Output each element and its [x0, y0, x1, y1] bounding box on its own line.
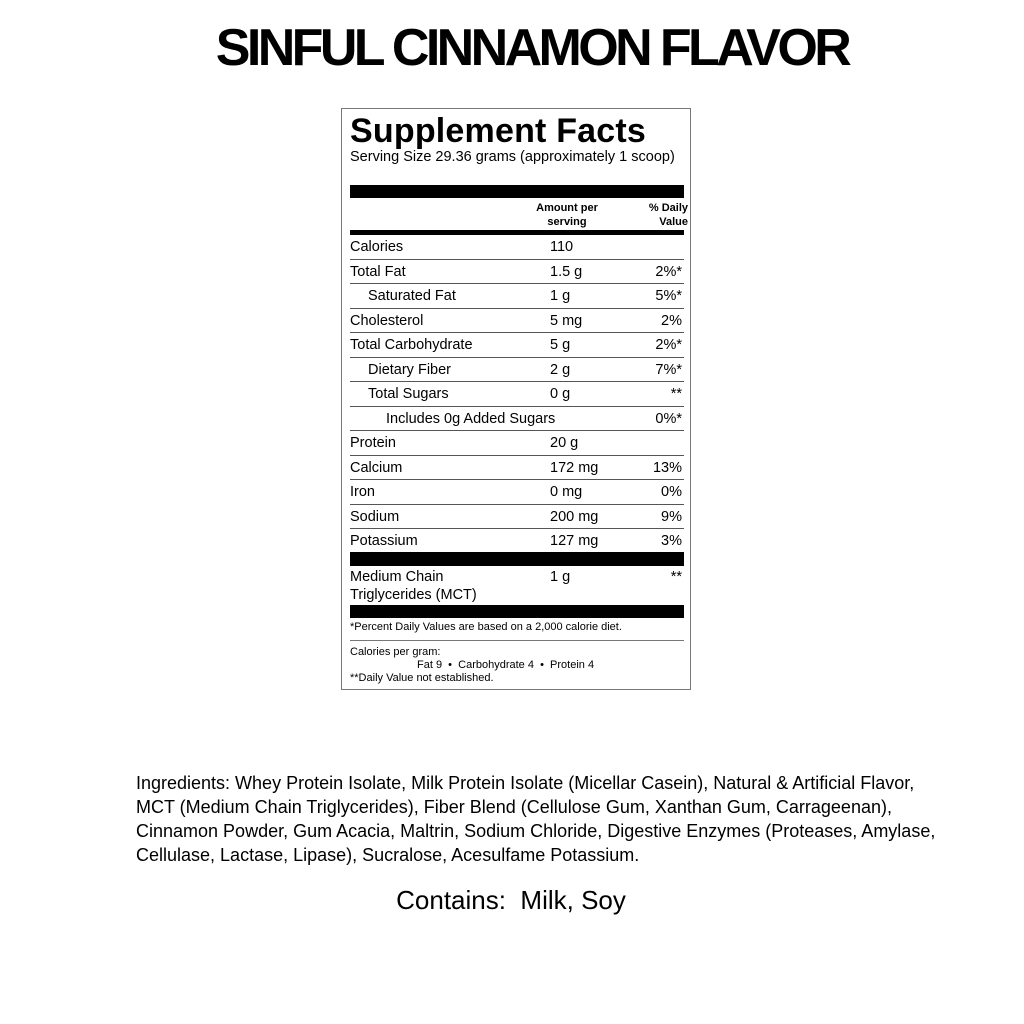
divider-line [350, 640, 684, 641]
nutrient-row: Calcium 172 mg 13% [350, 456, 684, 480]
divider-bar [350, 605, 684, 618]
nutrient-amount: 0 g [550, 386, 571, 402]
nutrient-daily-value: 2%* [655, 263, 682, 280]
column-header-daily-value: % Daily Value [648, 202, 688, 228]
nutrient-name: Includes 0g Added Sugars [386, 410, 556, 427]
allergen-statement: Contains: Milk, Soy [396, 885, 626, 915]
supplement-facts-panel: Supplement Facts Serving Size 29.36 gram… [341, 108, 691, 690]
daily-value-note: **Daily Value not established. [350, 672, 494, 684]
nutrient-amount: 5 g [550, 337, 571, 353]
nutrient-row: Total Carbohydrate 5 g 2%* [350, 333, 684, 358]
nutrient-amount: 5 mg [550, 312, 583, 329]
nutrient-amount: 1.5 g [550, 263, 583, 280]
divider-bar [350, 185, 684, 198]
nutrient-amount: 200 mg [550, 508, 599, 525]
nutrient-daily-value: ** [670, 386, 682, 402]
nutrient-row: Saturated Fat 1 g 5%* [350, 284, 684, 309]
nutrient-row: Total Fat 1.5 g 2%* [350, 260, 684, 284]
footnote: *Percent Daily Values are based on a 2,0… [350, 621, 622, 633]
nutrient-daily-value: 2% [661, 312, 682, 329]
nutrient-daily-value: 13% [652, 459, 682, 476]
mct-amount: 1 g [550, 569, 571, 585]
serving-size: Serving Size 29.36 grams (approximately … [350, 149, 675, 165]
nutrient-daily-value: 3% [661, 533, 682, 549]
nutrient-amount: 1 g [550, 288, 571, 304]
nutrient-name: Calcium [350, 459, 403, 476]
nutrient-amount: 110 [550, 239, 574, 255]
nutrient-name: Iron [350, 484, 375, 500]
calories-per-gram: Fat 9 • Carbohydrate 4 • Protein 4 [417, 659, 595, 671]
nutrient-row: Cholesterol 5 mg 2% [350, 309, 684, 333]
nutrient-name: Dietary Fiber [368, 361, 451, 378]
nutrient-amount: 20 g [550, 435, 579, 451]
nutrient-amount: 172 mg [550, 459, 599, 476]
nutrient-row: Potassium 127 mg 3% [350, 529, 684, 554]
nutrient-daily-value: 0%* [655, 410, 682, 427]
nutrient-daily-value: 7%* [655, 361, 682, 378]
nutrient-daily-value: 5%* [655, 288, 682, 304]
nutrient-name: Total Fat [350, 263, 406, 280]
column-header-amount: Amount per serving [536, 202, 598, 228]
nutrient-row: Calories 110 [350, 235, 684, 260]
calories-per-gram-label: Calories per gram: [350, 646, 441, 658]
nutrient-name: Cholesterol [350, 312, 424, 329]
nutrient-daily-value: 9% [661, 508, 682, 525]
nutrient-amount: 2 g [550, 361, 571, 378]
nutrient-row: Includes 0g Added Sugars 0%* [350, 407, 684, 431]
mct-dv: ** [670, 569, 682, 585]
nutrient-name: Protein [350, 435, 396, 451]
ingredients: Ingredients: Whey Protein Isolate, Milk … [136, 773, 936, 865]
nutrient-row: Sodium 200 mg 9% [350, 505, 684, 529]
nutrient-name: Sodium [350, 508, 400, 525]
nutrient-name: Total Sugars [368, 386, 449, 402]
nutrient-name: Total Carbohydrate [350, 337, 473, 353]
flavor-title: SINFUL CINNAMON FLAVOR [215, 19, 852, 77]
nutrient-row: Protein 20 g [350, 431, 684, 456]
nutrient-name: Calories [350, 239, 404, 255]
nutrient-row: Dietary Fiber 2 g 7%* [350, 358, 684, 382]
nutrient-daily-value: 0% [661, 484, 682, 500]
mct-name: Medium Chain Triglycerides (MCT) [350, 569, 477, 603]
nutrient-name: Saturated Fat [368, 288, 456, 304]
nutrient-row: Iron 0 mg 0% [350, 480, 684, 505]
panel-heading: Supplement Facts [350, 112, 647, 150]
nutrient-daily-value: 2%* [655, 337, 682, 353]
divider-bar [350, 230, 684, 235]
nutrient-row: Total Sugars 0 g ** [350, 382, 684, 407]
nutrient-amount: 0 mg [550, 484, 583, 500]
nutrient-amount: 127 mg [550, 533, 599, 549]
divider-bar [350, 552, 684, 566]
nutrient-name: Potassium [350, 533, 418, 549]
